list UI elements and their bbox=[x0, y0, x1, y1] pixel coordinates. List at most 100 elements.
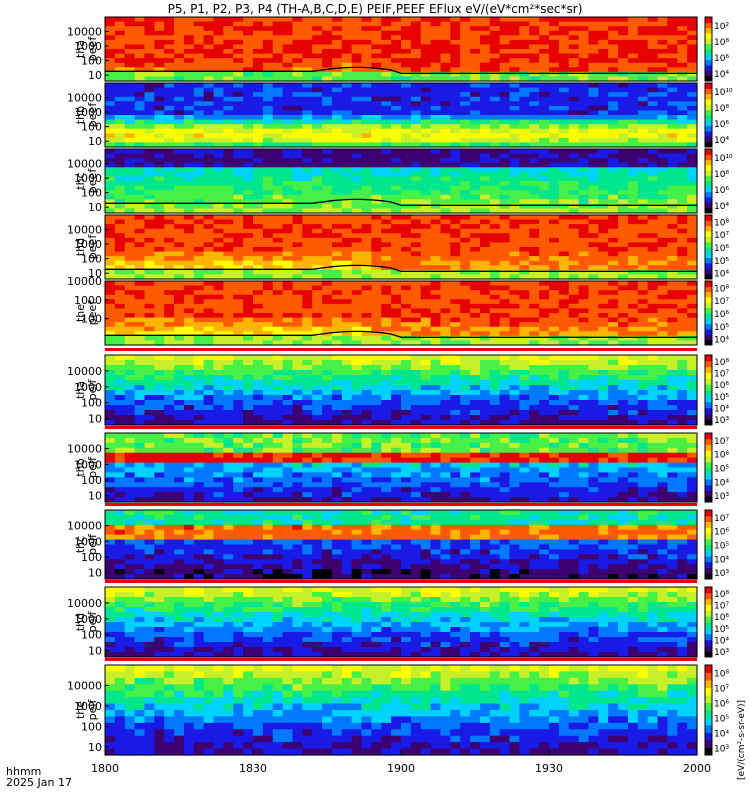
spectrogram-cell bbox=[558, 335, 570, 342]
spectrogram-cell bbox=[134, 224, 146, 230]
spectrogram-cell bbox=[479, 62, 491, 68]
spectrogram-cell bbox=[430, 124, 442, 130]
spectrogram-cell bbox=[509, 247, 520, 253]
spectrogram-cell bbox=[361, 153, 372, 159]
spectrogram-cell bbox=[647, 203, 659, 210]
spectrogram-cell bbox=[598, 265, 609, 271]
spectrogram-cell bbox=[509, 62, 520, 68]
spectrogram-cell bbox=[174, 44, 185, 50]
spectrogram-cell bbox=[134, 219, 146, 225]
spectrogram-cell bbox=[371, 410, 382, 416]
spectrogram-cell bbox=[322, 247, 333, 253]
spectrogram-cell bbox=[410, 119, 422, 125]
spectrogram-cell bbox=[627, 242, 639, 248]
colorbar-cell bbox=[705, 123, 712, 127]
spectrogram-cell bbox=[519, 119, 530, 125]
spectrogram-cell bbox=[460, 110, 471, 116]
spectrogram-cell bbox=[509, 219, 520, 225]
spectrogram-cell bbox=[391, 285, 402, 291]
spectrogram-cell bbox=[183, 35, 195, 41]
spectrogram-cell bbox=[174, 101, 185, 107]
spectrogram-cell bbox=[144, 385, 155, 391]
spectrogram-cell bbox=[539, 237, 550, 244]
spectrogram-cell bbox=[549, 208, 560, 214]
spectrogram-cell bbox=[470, 67, 481, 73]
spectrogram-cell bbox=[539, 115, 550, 121]
spectrogram-cell bbox=[253, 153, 264, 159]
spectrogram-cell bbox=[193, 53, 205, 59]
spectrogram-cell bbox=[381, 190, 392, 196]
spectrogram-cell bbox=[391, 247, 402, 253]
spectrogram-cell bbox=[203, 128, 215, 134]
spectrogram-cell bbox=[677, 124, 688, 130]
spectrogram-cell bbox=[598, 115, 609, 121]
spectrogram-cell bbox=[450, 215, 461, 221]
spectrogram-cell bbox=[401, 190, 412, 196]
spectrogram-cell bbox=[292, 190, 303, 196]
spectrogram-cell bbox=[657, 83, 668, 89]
spectrogram-cell bbox=[489, 219, 501, 225]
spectrogram-cell bbox=[677, 308, 688, 314]
spectrogram-cell bbox=[637, 87, 649, 93]
spectrogram-cell bbox=[262, 115, 274, 121]
spectrogram-cell bbox=[391, 385, 402, 391]
spectrogram-cell bbox=[351, 158, 363, 164]
spectrogram-cell bbox=[272, 76, 284, 82]
spectrogram-cell bbox=[430, 340, 442, 346]
spectrogram-cell bbox=[618, 228, 629, 234]
spectrogram-cell bbox=[312, 76, 323, 82]
spectrogram-cell bbox=[410, 308, 422, 314]
spectrogram-cell bbox=[479, 190, 491, 196]
spectrogram-cell bbox=[578, 76, 590, 82]
spectrogram-cell bbox=[637, 290, 649, 296]
spectrogram-cell bbox=[539, 49, 550, 55]
spectrogram-cell bbox=[114, 128, 126, 134]
spectrogram-cell bbox=[282, 322, 294, 328]
spectrogram-cell bbox=[105, 242, 116, 248]
spectrogram-cell bbox=[144, 101, 155, 107]
spectrogram-cell bbox=[292, 380, 303, 386]
spectrogram-cell bbox=[124, 76, 136, 82]
spectrogram-cell bbox=[183, 410, 195, 416]
spectrogram-cell bbox=[647, 199, 659, 205]
spectrogram-cell bbox=[479, 380, 491, 386]
spectrogram-cell bbox=[618, 17, 629, 23]
spectrogram-cell bbox=[233, 274, 244, 280]
spectrogram-cell bbox=[667, 303, 678, 310]
spectrogram-cell bbox=[302, 335, 313, 342]
spectrogram-cell bbox=[549, 101, 560, 107]
spectrogram-cell bbox=[272, 149, 284, 155]
spectrogram-cell bbox=[302, 76, 313, 82]
spectrogram-cell bbox=[351, 395, 363, 401]
spectrogram-cell bbox=[351, 260, 363, 266]
spectrogram-cell bbox=[667, 128, 678, 134]
spectrogram-cell bbox=[529, 44, 540, 50]
spectrogram-cell bbox=[529, 101, 540, 107]
spectrogram-cell bbox=[193, 313, 205, 319]
spectrogram-cell bbox=[608, 185, 619, 191]
colorbar-cell bbox=[705, 115, 712, 119]
colorbar-cell bbox=[705, 73, 712, 77]
spectrogram-cell bbox=[519, 26, 530, 32]
spectrogram-cell bbox=[351, 365, 363, 371]
spectrogram-cell bbox=[243, 176, 254, 182]
spectrogram-cell bbox=[193, 71, 205, 78]
spectrogram-cell bbox=[243, 49, 254, 55]
spectrogram-cell bbox=[174, 313, 185, 319]
spectrogram-cell bbox=[529, 185, 540, 191]
spectrogram-cell bbox=[410, 153, 422, 159]
spectrogram-cell bbox=[371, 274, 382, 280]
spectrogram-cell bbox=[677, 115, 688, 121]
spectrogram-cell bbox=[667, 87, 678, 93]
spectrogram-cell bbox=[677, 340, 688, 346]
spectrogram-cell bbox=[154, 171, 165, 178]
spectrogram-cell bbox=[598, 303, 609, 310]
spectrogram-cell bbox=[637, 53, 649, 59]
colorbar-cell bbox=[705, 307, 712, 311]
spectrogram-cell bbox=[105, 208, 116, 214]
spectrogram-cell bbox=[381, 35, 392, 41]
spectrogram-cell bbox=[174, 128, 185, 134]
spectrogram-cell bbox=[687, 153, 698, 159]
spectrogram-cell bbox=[243, 420, 254, 426]
spectrogram-cell bbox=[361, 101, 372, 107]
